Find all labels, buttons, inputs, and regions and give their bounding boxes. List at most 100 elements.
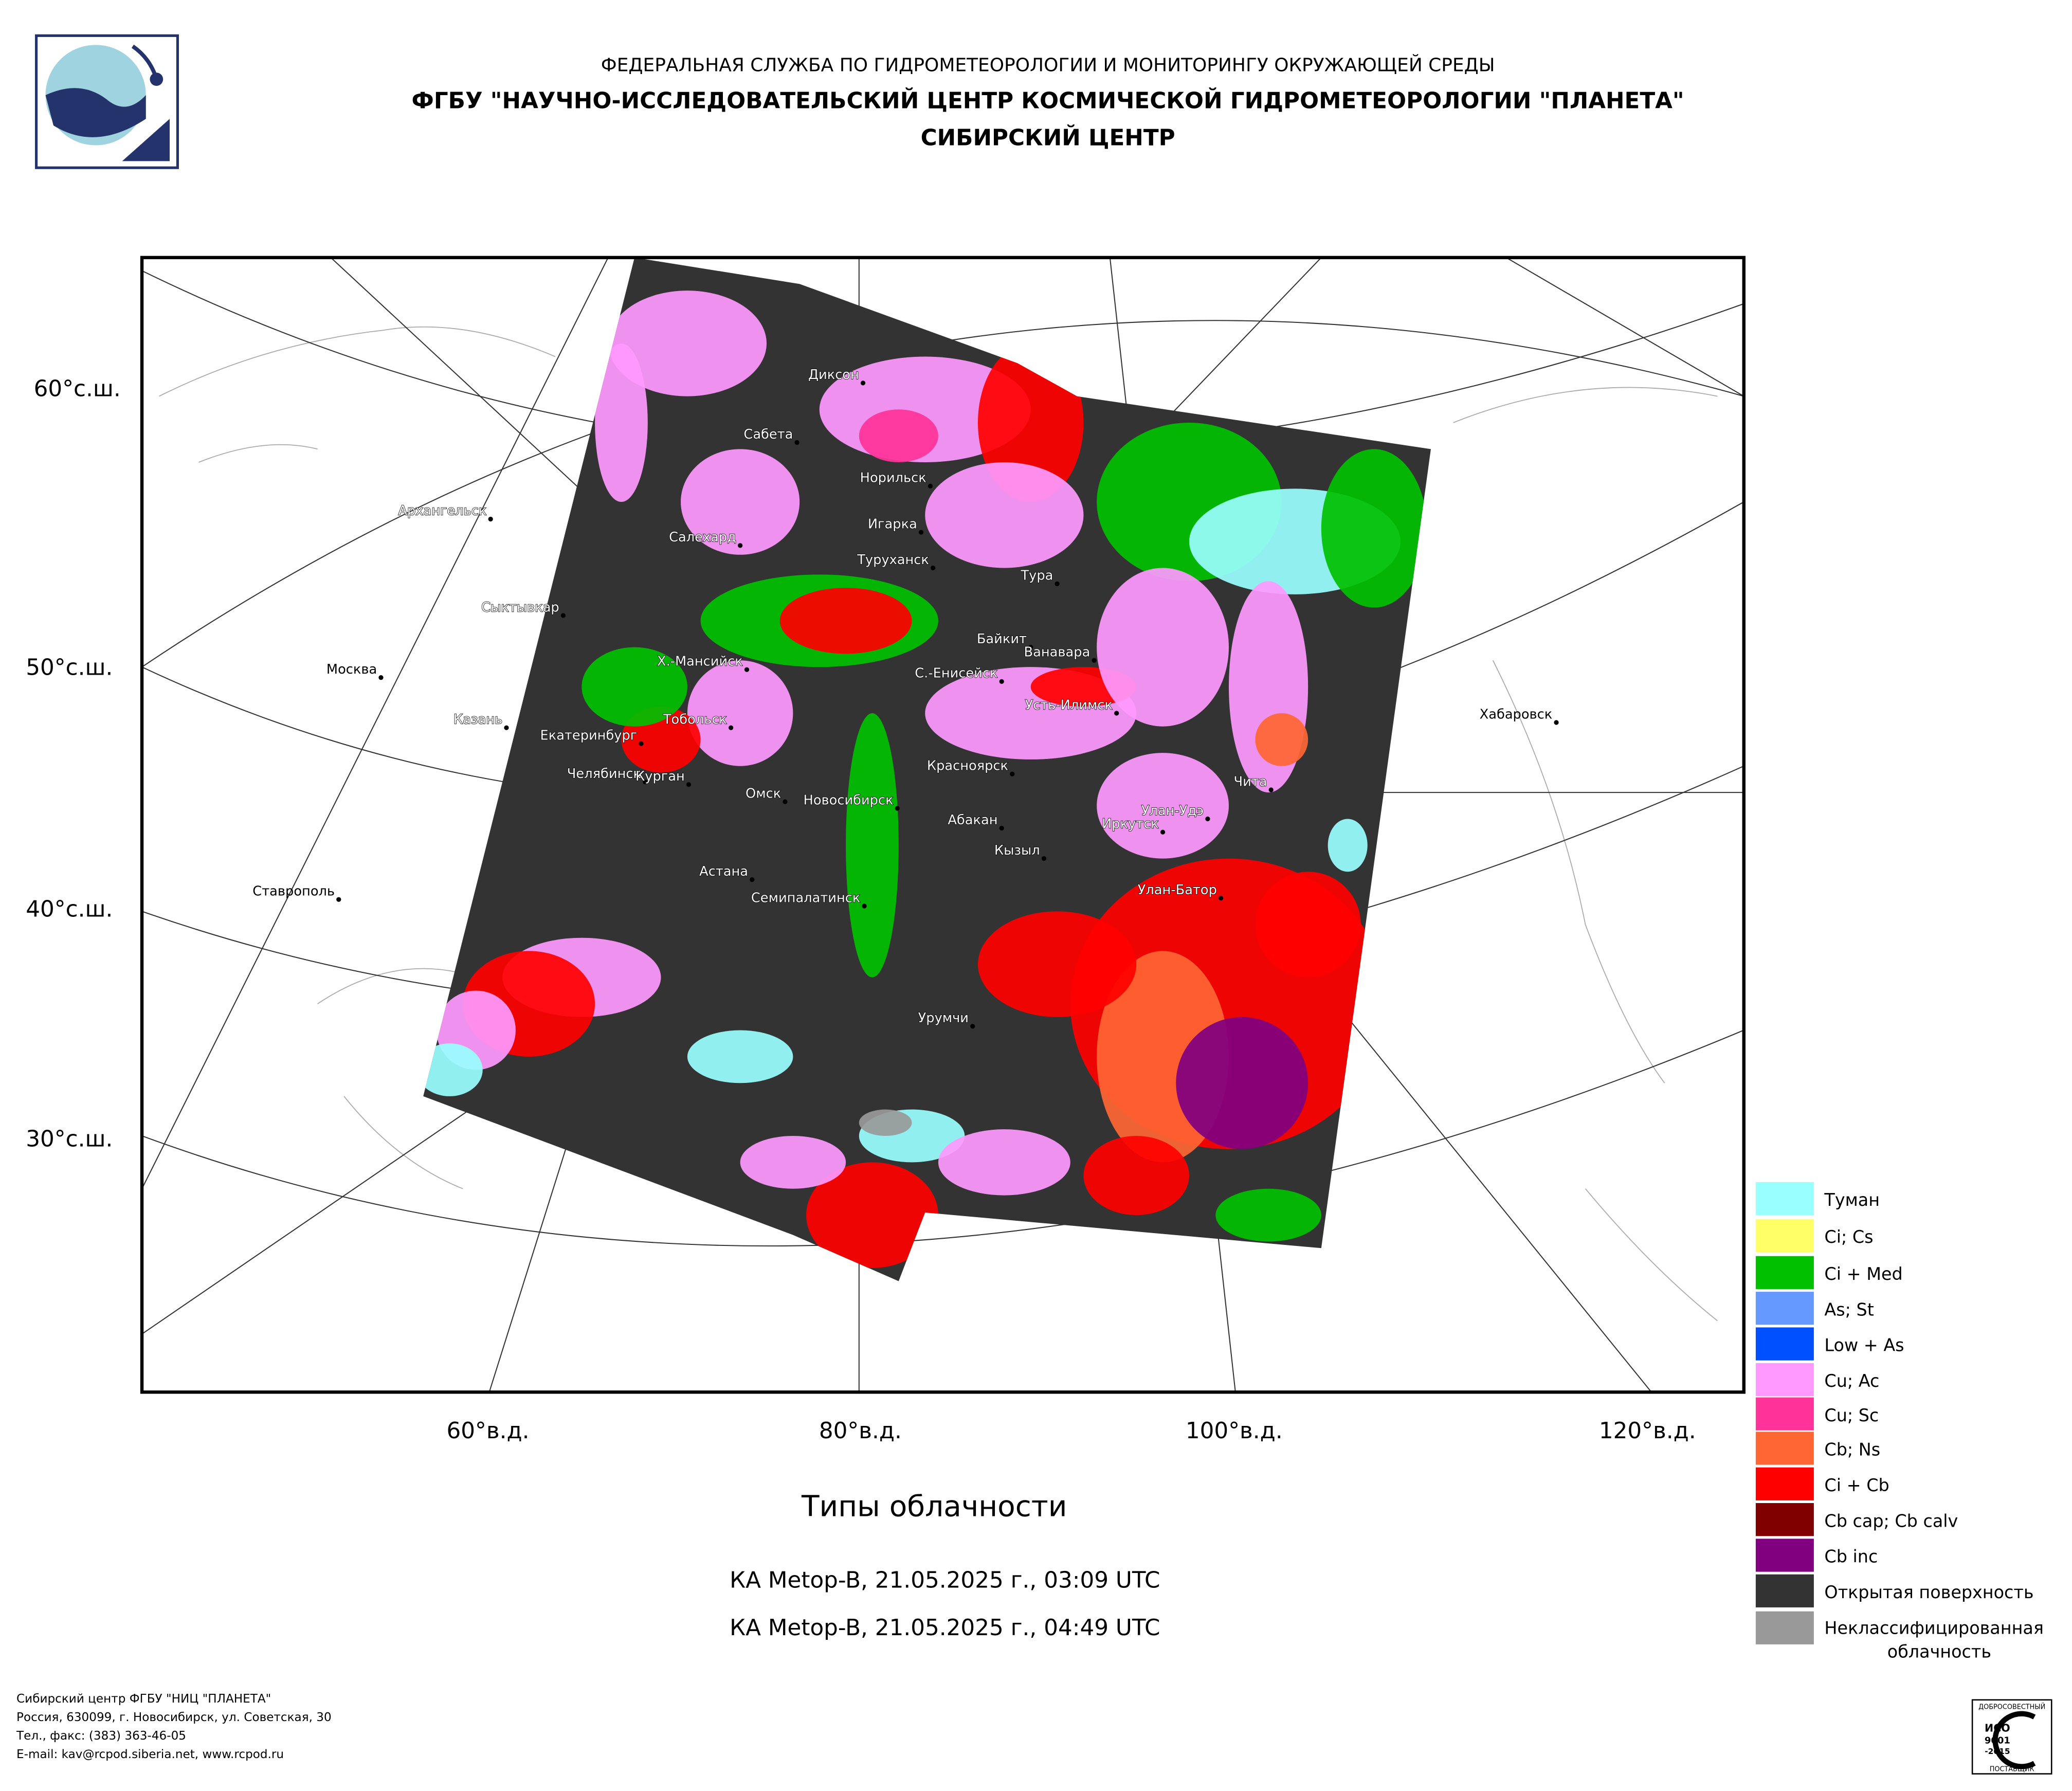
- city-dot: [1041, 856, 1047, 861]
- legend-swatch: [1755, 1611, 1814, 1644]
- city-dot: [560, 613, 566, 618]
- city-dot: [794, 440, 799, 445]
- footer-line: E-mail: kav@rcpod.siberia.net, www.rcpod…: [16, 1748, 284, 1761]
- cloud-area: [925, 462, 1084, 568]
- city-label: Новосибирск: [804, 792, 894, 808]
- city-label: Тура: [1020, 568, 1053, 584]
- cloud-area: [1097, 568, 1229, 727]
- city-dot: [931, 565, 936, 571]
- legend-swatch: [1755, 1503, 1814, 1536]
- lat-label: 60°с.ш.: [34, 376, 121, 402]
- city-dot: [1268, 787, 1274, 792]
- city-label: Улан-Удэ: [1141, 803, 1204, 819]
- badge-text: ИСО: [1985, 1722, 2010, 1734]
- city-label: Курган: [635, 769, 685, 784]
- city-label: Красноярск: [927, 758, 1008, 773]
- cloud-area: [687, 1030, 793, 1083]
- cloud-area: [1176, 1017, 1308, 1149]
- legend-label: Low + As: [1824, 1335, 1904, 1355]
- city-dot: [1205, 816, 1210, 822]
- footer: Сибирский центр ФГБУ "НИЦ "ПЛАНЕТА" Росси…: [16, 1692, 332, 1761]
- city-label: Абакан: [948, 812, 997, 828]
- cloud-area: [740, 1135, 846, 1189]
- badge-text: ПОСТАВЩИК: [1990, 1765, 2034, 1773]
- city-label: Архангельск: [398, 503, 486, 519]
- city-dot: [643, 779, 648, 785]
- legend-swatch: [1755, 1256, 1814, 1289]
- legend-swatch: [1755, 1363, 1814, 1396]
- city-label: Астана: [699, 864, 748, 879]
- city-dot: [488, 516, 493, 522]
- city-label: Тобольск: [663, 712, 727, 728]
- legend-label: Cb cap; Cb calv: [1824, 1511, 1958, 1531]
- city-label: Омск: [746, 786, 781, 801]
- footer-line: Сибирский центр ФГБУ "НИЦ "ПЛАНЕТА": [16, 1692, 271, 1706]
- cloud-area: [595, 343, 648, 502]
- legend-label: Ci + Cb: [1824, 1475, 1889, 1495]
- legend-label: Туман: [1824, 1190, 1880, 1210]
- city-dot: [1114, 711, 1119, 716]
- city-label: С.-Енисейск: [915, 666, 997, 681]
- city-dot: [1055, 581, 1060, 586]
- badge: ДОБРОСОВЕСТНЫЙ ИСО 9001 -2015 ПОСТАВЩИК: [1971, 1699, 2052, 1775]
- city-dot: [639, 741, 644, 746]
- footer-line: Россия, 630099, г. Новосибирск, ул. Сове…: [16, 1711, 332, 1724]
- city-label: Диксон: [808, 367, 859, 383]
- city-dot: [1010, 771, 1015, 776]
- cloud-area: [1083, 1135, 1189, 1216]
- branch: СИБИРСКИЙ ЦЕНТР: [921, 124, 1175, 151]
- lon-label: 100°в.д.: [1186, 1418, 1283, 1444]
- legend-label: Cu; Ac: [1824, 1371, 1879, 1391]
- legend-swatch: [1755, 1397, 1814, 1431]
- city-dot: [738, 543, 743, 548]
- legend-swatch: [1755, 1327, 1814, 1361]
- map-frame: [140, 256, 1746, 1394]
- city-label: Казань: [453, 712, 502, 728]
- city-label: Норильск: [860, 471, 926, 486]
- city-dot: [928, 483, 933, 489]
- city-dot: [860, 381, 866, 386]
- cloud-area: [1255, 872, 1361, 978]
- city-dot: [1218, 896, 1224, 901]
- city-label: Салехард: [669, 530, 736, 545]
- legend-swatch: [1755, 1539, 1814, 1572]
- city-label: Иркутск: [1102, 817, 1159, 832]
- city-dot: [895, 806, 900, 811]
- pass: КА Metop-B, 21.05.2025 г., 03:09 UTC: [730, 1567, 1160, 1593]
- city-label: Челябинск: [567, 766, 641, 782]
- city-label: Екатеринбург: [540, 728, 638, 743]
- badge-text: 9001: [1985, 1735, 2010, 1746]
- city-label: Хабаровск: [1480, 707, 1553, 722]
- city-dot: [1028, 644, 1033, 650]
- cloud-area: [581, 647, 687, 727]
- cloud-area: [1255, 713, 1308, 766]
- cloud-area: [846, 713, 899, 978]
- city-label: Усть-Илимск: [1025, 697, 1113, 713]
- cloud-area: [681, 449, 800, 555]
- city-label: Улан-Батор: [1138, 882, 1217, 898]
- pass: КА Metop-B, 21.05.2025 г., 04:49 UTC: [730, 1615, 1160, 1641]
- city-dot: [862, 903, 867, 909]
- badge-text: ДОБРОСОВЕСТНЫЙ: [1978, 1703, 2045, 1711]
- legend-swatch: [1755, 1574, 1814, 1607]
- cloud-area: [1215, 1188, 1321, 1242]
- cloud-area: [1328, 819, 1368, 872]
- city-dot: [504, 725, 509, 730]
- city-label: Игарка: [868, 516, 917, 532]
- city-dot: [970, 1024, 975, 1029]
- legend: Туман Ci; Cs Ci + Med As; St Low + As Cu; Ac C…: [1755, 1182, 2044, 1662]
- cloud-area: [806, 1162, 938, 1268]
- city-label: Семипалатинск: [751, 890, 860, 906]
- legend-swatch: [1755, 1219, 1814, 1253]
- city-label: Чита: [1234, 774, 1267, 789]
- city-label: Сабета: [743, 427, 793, 442]
- lon-label: 80°в.д.: [819, 1418, 902, 1444]
- city-dot: [918, 530, 924, 535]
- city-dot: [1092, 658, 1097, 663]
- city-dot: [750, 877, 755, 882]
- cloud-area: [859, 409, 938, 463]
- legend-swatch: [1755, 1467, 1814, 1500]
- lat-label: 30°с.ш.: [26, 1126, 113, 1152]
- org: ФЕДЕРАЛЬНАЯ СЛУЖБА ПО ГИДРОМЕТЕОРОЛОГИИ …: [601, 55, 1495, 76]
- title: Типы облачности: [801, 1490, 1067, 1524]
